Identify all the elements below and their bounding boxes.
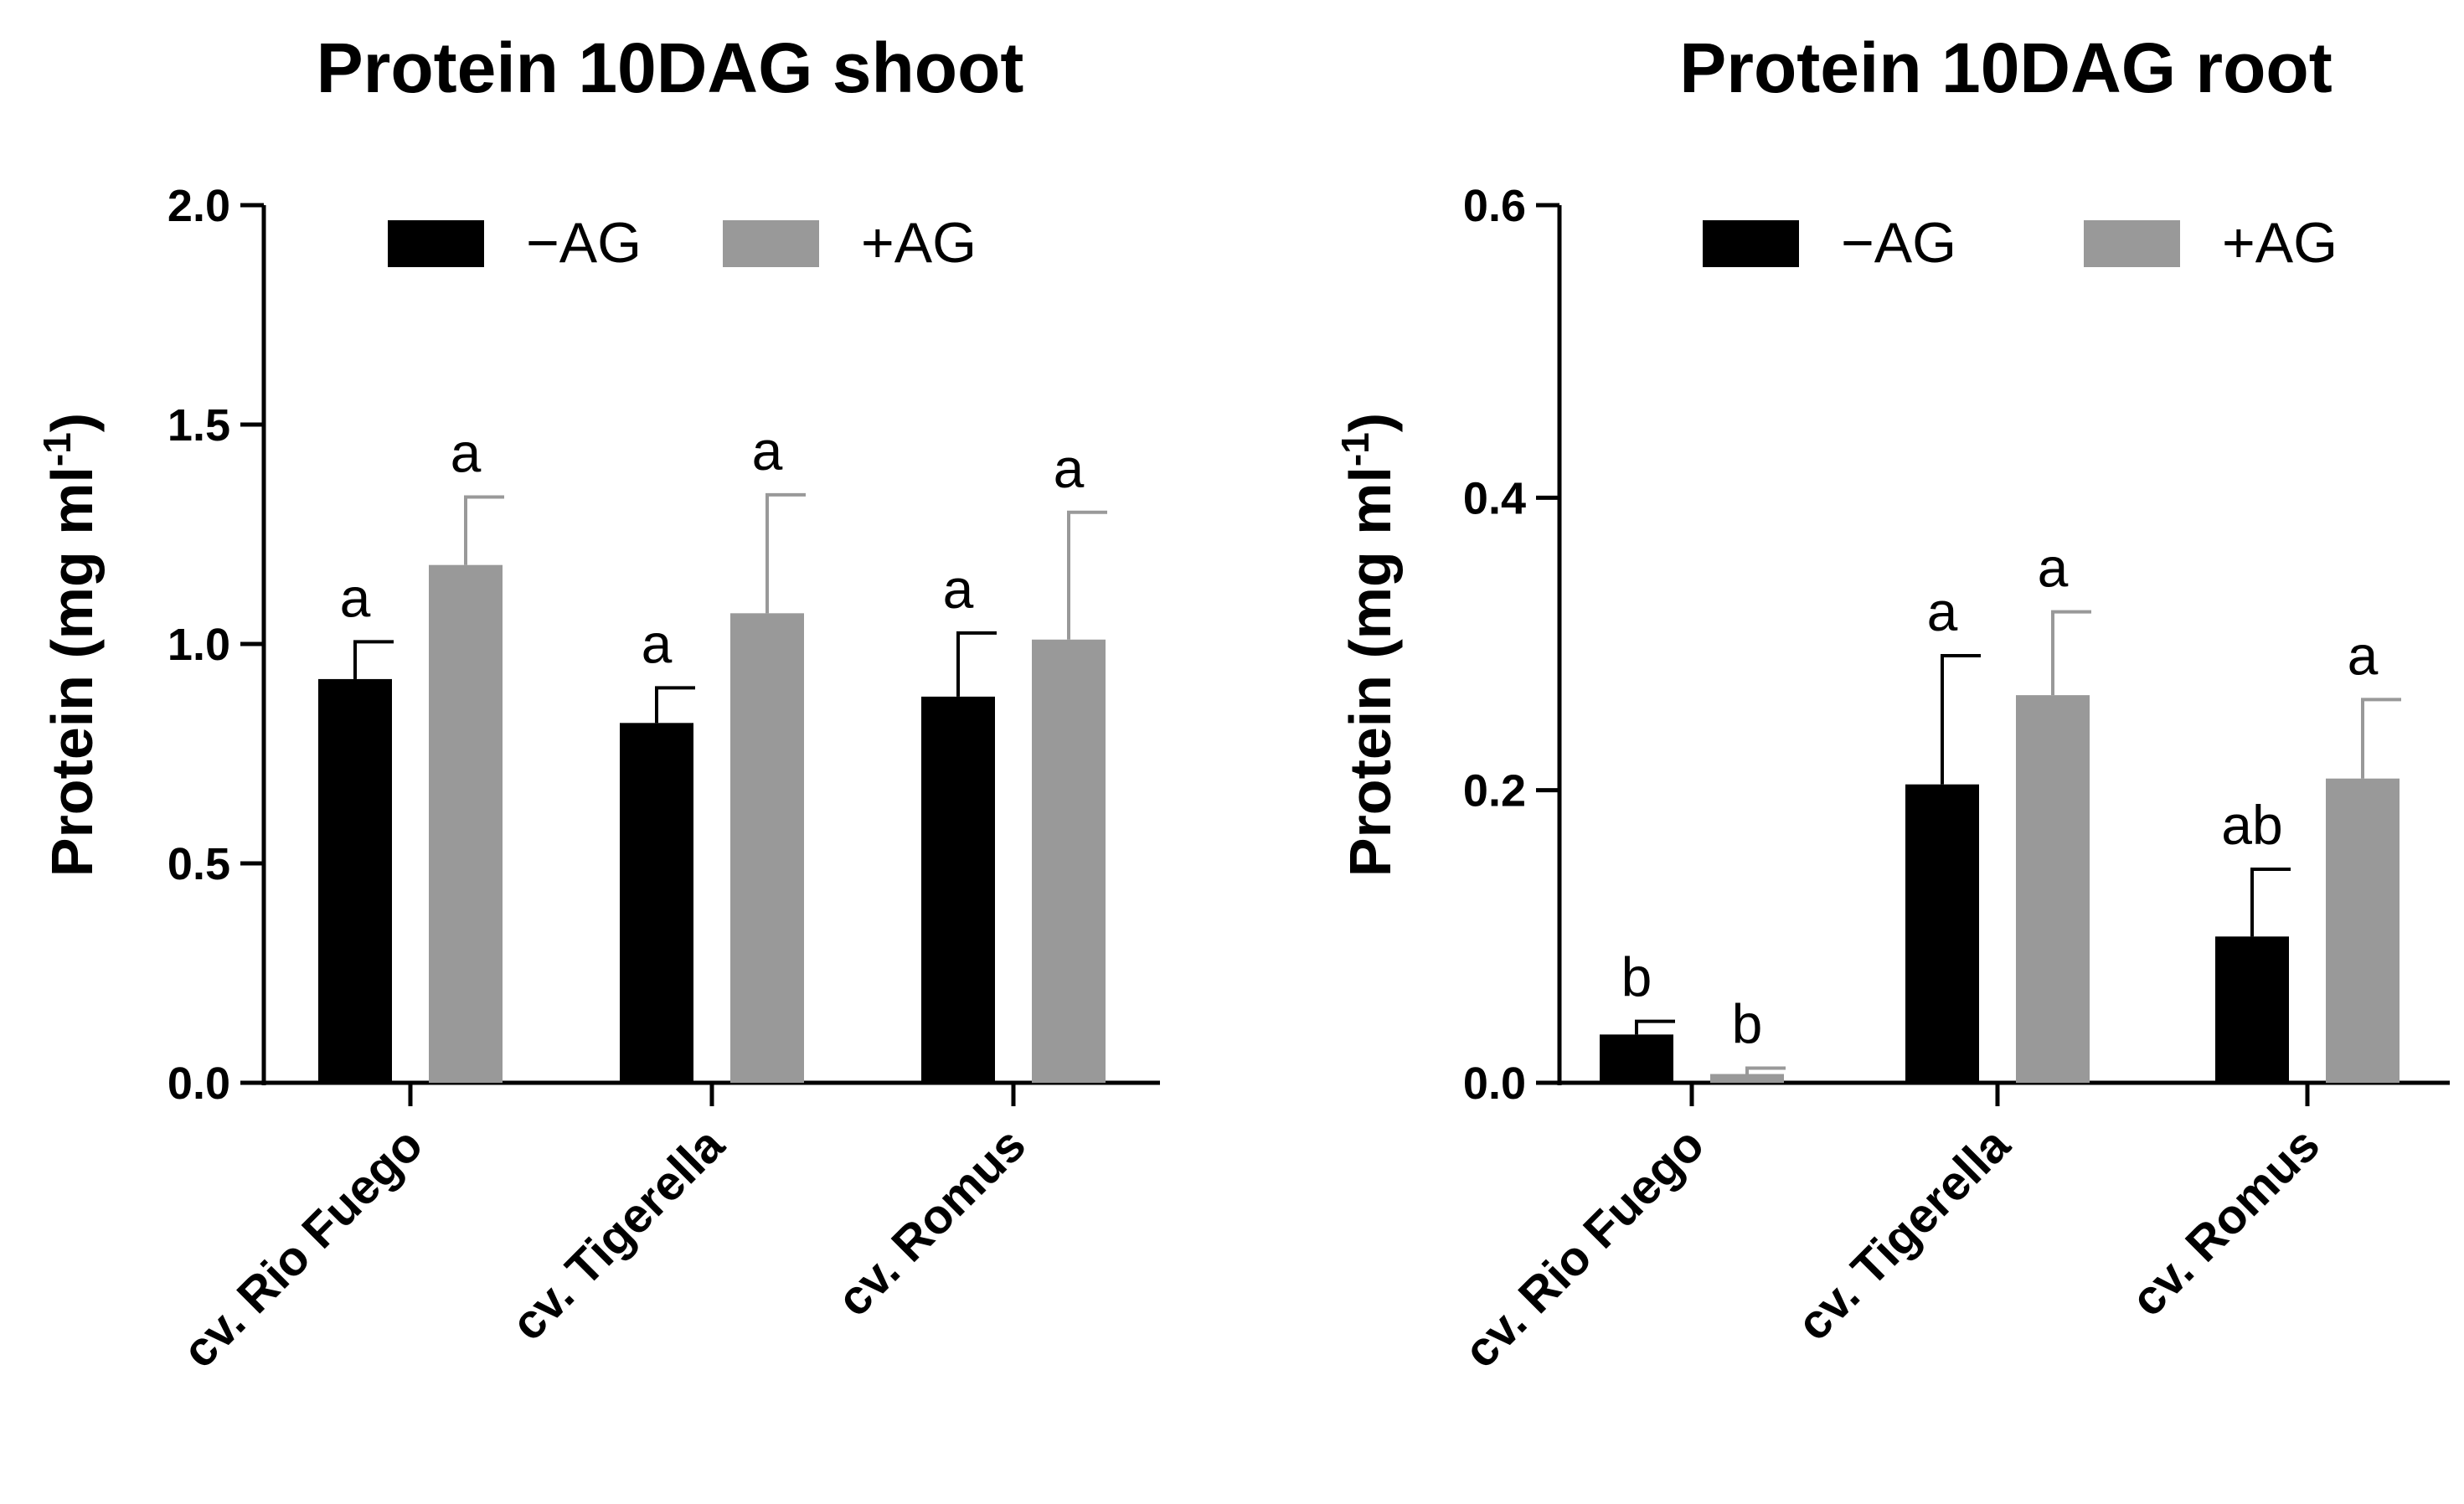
y-tick-label: 0.5 — [168, 839, 230, 889]
y-tick-label: 1.0 — [168, 620, 230, 670]
bar — [1032, 639, 1106, 1083]
significance-label: a — [2348, 624, 2379, 686]
y-tick-label: 0.0 — [168, 1058, 230, 1109]
significance-label: a — [943, 558, 974, 620]
chart-title: Protein 10DAG root — [1679, 28, 2332, 107]
legend-label: +AG — [2222, 211, 2338, 275]
bar — [318, 678, 392, 1083]
y-axis-label-sup: -1 — [35, 432, 79, 466]
x-category-label: cv. Rio Fuego — [1453, 1117, 1714, 1378]
y-tick-label: 1.5 — [168, 400, 230, 451]
significance-label: a — [1927, 580, 1958, 642]
y-axis-label-sup: -1 — [1333, 432, 1377, 466]
shoot-chart: Protein 10DAG shoot Protein (mg ml-1) 0.0 0… — [35, 28, 1160, 1378]
significance-label: a — [451, 421, 482, 483]
significance-label: b — [1732, 993, 1763, 1055]
legend-label: −AG — [1841, 211, 1956, 275]
legend-swatch — [723, 220, 819, 267]
y-tick-label: 0.2 — [1463, 766, 1526, 816]
legend-swatch — [388, 220, 484, 267]
y-axis-label-end: ) — [1338, 413, 1403, 432]
y-axis-label-main: Protein (mg ml — [39, 466, 105, 877]
bar — [730, 613, 804, 1083]
bar — [921, 696, 995, 1083]
legend-swatch — [2084, 220, 2180, 267]
y-axis-label-main: Protein (mg ml — [1338, 466, 1403, 877]
significance-label: ab — [2221, 794, 2282, 856]
y-axis-label: Protein (mg ml-1) — [35, 413, 105, 877]
y-axis-label-end: ) — [39, 413, 105, 432]
significance-label: a — [340, 566, 371, 628]
y-axis-label: Protein (mg ml-1) — [1333, 413, 1403, 877]
y-tick-label: 0.0 — [1463, 1058, 1526, 1109]
x-category-label: cv. Rio Fuego — [172, 1117, 433, 1378]
chart-title: Protein 10DAG shoot — [317, 28, 1024, 107]
legend-label: +AG — [861, 211, 977, 275]
bar — [429, 564, 503, 1083]
y-tick-label: 0.6 — [1463, 181, 1526, 231]
significance-label: a — [2038, 537, 2069, 599]
y-tick-label: 2.0 — [168, 181, 230, 231]
y-tick-label: 0.4 — [1463, 473, 1526, 523]
legend-swatch — [1703, 220, 1799, 267]
significance-label: a — [752, 420, 783, 482]
x-category-label: cv. Tigerella — [501, 1117, 735, 1352]
x-category-label: cv. Tigerella — [1786, 1117, 2021, 1352]
bar — [2215, 936, 2289, 1083]
x-category-label: cv. Romus — [2121, 1117, 2330, 1326]
bar — [2326, 778, 2400, 1083]
bar — [1710, 1074, 1784, 1083]
significance-label: a — [1054, 437, 1085, 499]
bar — [1905, 784, 1979, 1083]
significance-label: b — [1621, 946, 1652, 1008]
bar — [620, 723, 693, 1083]
root-chart: Protein 10DAG root Protein (mg ml-1) 0.0 0.… — [1333, 28, 2450, 1378]
bar — [2016, 695, 2090, 1083]
x-category-label: cv. Romus — [827, 1117, 1036, 1326]
legend-label: −AG — [526, 211, 642, 275]
significance-label: a — [642, 612, 673, 674]
bar — [1600, 1034, 1673, 1083]
